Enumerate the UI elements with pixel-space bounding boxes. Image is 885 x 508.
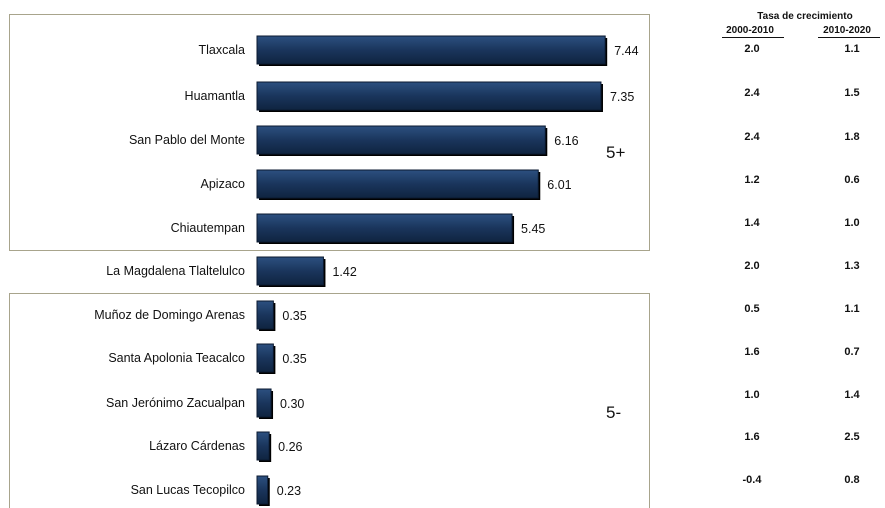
rates-header-underline [818,37,880,38]
rate-2010-2020: 1.1 [844,43,860,55]
rate-2010-2020: 1.4 [844,389,860,401]
category-label: Tlaxcala [198,43,245,57]
category-label: Chiautempan [171,221,245,235]
rate-2010-2020: 1.0 [844,217,860,229]
bar [256,35,606,65]
rate-2000-2010: 1.6 [744,431,760,443]
rates-header-underline [722,37,784,38]
value-label: 6.16 [554,134,578,148]
category-label: Lázaro Cárdenas [149,439,245,453]
rate-2010-2020: 0.6 [844,174,860,186]
rate-2000-2010: 1.4 [744,217,760,229]
bar [256,213,513,243]
value-label: 1.42 [332,265,356,279]
rate-2000-2010: 2.4 [744,131,760,143]
rate-2010-2020: 2.5 [844,431,860,443]
group-box-5-minus [9,293,650,508]
bar [256,300,274,330]
group-label-5-plus: 5+ [606,143,626,162]
category-label: Apizaco [201,177,246,191]
bar [256,256,324,286]
rate-2010-2020: 1.5 [844,87,860,99]
rate-2010-2020: 1.1 [844,303,860,315]
group-label-5-minus: 5- [606,403,622,422]
category-label: La Magdalena Tlaltelulco [106,264,245,278]
value-label: 0.26 [278,440,302,454]
rate-2000-2010: 2.4 [744,87,760,99]
category-label: Santa Apolonia Teacalco [108,351,245,365]
rate-2010-2020: 0.8 [844,474,860,486]
bar [256,125,546,155]
value-label: 7.35 [610,90,634,104]
rate-2010-2020: 1.3 [844,260,860,272]
category-label: San Lucas Tecopilco [131,483,245,497]
rate-2000-2010: 1.6 [744,346,760,358]
rate-2000-2010: 0.5 [744,303,760,315]
rate-2000-2010: 2.0 [744,260,760,272]
rate-2010-2020: 0.7 [844,346,860,358]
rate-2000-2010: 1.2 [744,174,760,186]
category-label: San Jerónimo Zacualpan [106,396,245,410]
category-label: Huamantla [185,89,245,103]
category-label: San Pablo del Monte [129,133,245,147]
bar [256,475,269,505]
bar [256,431,270,461]
value-label: 5.45 [521,222,545,236]
rate-2000-2010: -0.4 [742,474,762,486]
value-label: 0.23 [277,484,301,498]
value-label: 0.30 [280,397,304,411]
value-label: 0.35 [282,309,306,323]
rates-column-2010-2020: 2010-2020 [823,25,871,36]
value-label: 0.35 [282,352,306,366]
rate-2000-2010: 2.0 [744,43,760,55]
bar [256,388,272,418]
value-label: 7.44 [614,44,638,58]
rates-column-2000-2010: 2000-2010 [726,25,774,36]
rates-title: Tasa de crecimiento [757,11,853,22]
rate-2000-2010: 1.0 [744,389,760,401]
bar [256,81,602,111]
rate-2010-2020: 1.8 [844,131,860,143]
group-box-5-plus [9,14,650,251]
bar [256,343,274,373]
bar [256,169,539,199]
value-label: 6.01 [547,178,571,192]
category-label: Muñoz de Domingo Arenas [94,308,245,322]
